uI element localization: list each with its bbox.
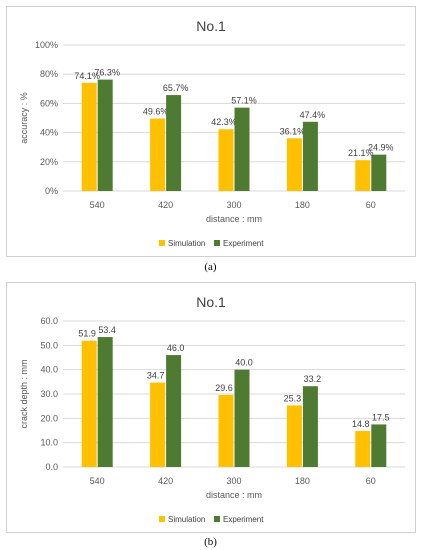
data-label: 65.7% [163, 83, 189, 93]
x-tick-label: 540 [90, 476, 105, 486]
data-label: 34.7 [147, 371, 165, 381]
accuracy-bar-chart: No.1 0% 20% 40% 60% 80% 100% accuracy : % 74.1%7… [19, 18, 405, 248]
bar-simulation-420 [150, 118, 166, 191]
legend-swatch-experiment [214, 516, 220, 522]
y-tick-label: 40% [40, 128, 58, 138]
data-label: 74.1% [74, 71, 100, 81]
bar-experiment-180 [302, 386, 318, 467]
bar-experiment-180 [302, 121, 318, 191]
x-tick-label: 180 [295, 200, 310, 210]
data-label: 33.2 [304, 374, 322, 384]
bar-simulation-300 [218, 129, 234, 191]
bar-experiment-60 [371, 424, 387, 467]
caption-b: (b) [204, 536, 217, 548]
bar-simulation-540 [81, 340, 97, 467]
data-label: 53.4 [98, 325, 116, 335]
x-tick-label: 420 [158, 476, 173, 486]
y-tick-label: 60.0 [40, 316, 58, 326]
legend-label-simulation: Simulation [168, 515, 205, 524]
data-label: 24.9% [368, 143, 394, 153]
bar-experiment-420 [166, 355, 182, 467]
x-tick-label: 420 [158, 200, 173, 210]
data-label: 49.6% [143, 107, 169, 117]
data-label: 51.9 [78, 329, 96, 339]
bar-simulation-60 [355, 160, 371, 191]
data-label: 47.4% [300, 110, 326, 120]
data-label: 46.0 [167, 343, 185, 353]
data-label: 76.3% [94, 68, 120, 78]
y-tick-label: 20% [40, 157, 58, 167]
legend-label-experiment: Experiment [223, 239, 264, 248]
y-tick-label: 80% [40, 69, 58, 79]
chart-title: No.1 [196, 294, 226, 310]
y-tick-label: 0.0 [45, 462, 58, 472]
y-axis-label: accuracy : % [19, 92, 29, 144]
x-tick-label: 60 [366, 200, 376, 210]
legend-label-experiment: Experiment [223, 515, 264, 524]
legend-swatch-simulation [159, 516, 165, 522]
bar-experiment-540 [97, 337, 113, 467]
y-tick-label: 0% [45, 186, 58, 196]
y-tick-label: 30.0 [40, 389, 58, 399]
data-label: 57.1% [231, 96, 257, 106]
bar-experiment-300 [234, 369, 250, 467]
caption-a: (a) [204, 261, 217, 273]
bar-simulation-180 [286, 405, 302, 467]
bar-simulation-540 [81, 82, 97, 191]
y-tick-label: 40.0 [40, 365, 58, 375]
bar-simulation-60 [355, 430, 371, 467]
chart-panel-a: No.1 0% 20% 40% 60% 80% 100% accuracy : % 74.1% 7… [6, 6, 416, 257]
chart-panel-b: No.1 0.0 10.0 20.0 30.0 40.0 50.0 60.0 crack dep… [6, 282, 416, 533]
y-tick-label: 10.0 [40, 438, 58, 448]
x-tick-label: 180 [295, 476, 310, 486]
y-axis-label: crack depth : mm [19, 359, 29, 428]
x-tick-label: 540 [90, 200, 105, 210]
x-tick-label: 300 [226, 200, 241, 210]
y-tick-label: 20.0 [40, 413, 58, 423]
x-axis-label: distance : mm [206, 490, 262, 500]
x-axis-label: distance : mm [206, 214, 262, 224]
y-tick-label: 100% [35, 40, 58, 50]
legend-swatch-experiment [214, 240, 220, 246]
data-label: 17.5 [372, 412, 390, 422]
x-tick-label: 60 [366, 476, 376, 486]
data-label: 42.3% [211, 117, 237, 127]
bar-simulation-300 [218, 394, 234, 467]
crack-depth-bar-chart: No.1 0.0 10.0 20.0 30.0 40.0 50.0 60.0 crack dep… [19, 294, 405, 524]
bar-experiment-300 [234, 107, 250, 191]
bar-simulation-180 [286, 138, 302, 191]
data-label: 14.8 [352, 419, 370, 429]
bar-simulation-420 [150, 382, 166, 467]
y-tick-label: 50.0 [40, 340, 58, 350]
data-label: 36.1% [280, 126, 306, 136]
x-tick-label: 300 [226, 476, 241, 486]
data-label: 40.0 [235, 358, 253, 368]
bar-experiment-420 [166, 95, 182, 191]
y-tick-label: 60% [40, 98, 58, 108]
bar-experiment-540 [97, 79, 113, 191]
chart-title: No.1 [196, 18, 226, 34]
data-label: 29.6 [215, 383, 233, 393]
legend-label-simulation: Simulation [168, 239, 205, 248]
data-label: 21.1% [348, 148, 374, 158]
data-label: 25.3 [284, 393, 302, 403]
legend-swatch-simulation [159, 240, 165, 246]
bar-experiment-60 [371, 154, 387, 191]
